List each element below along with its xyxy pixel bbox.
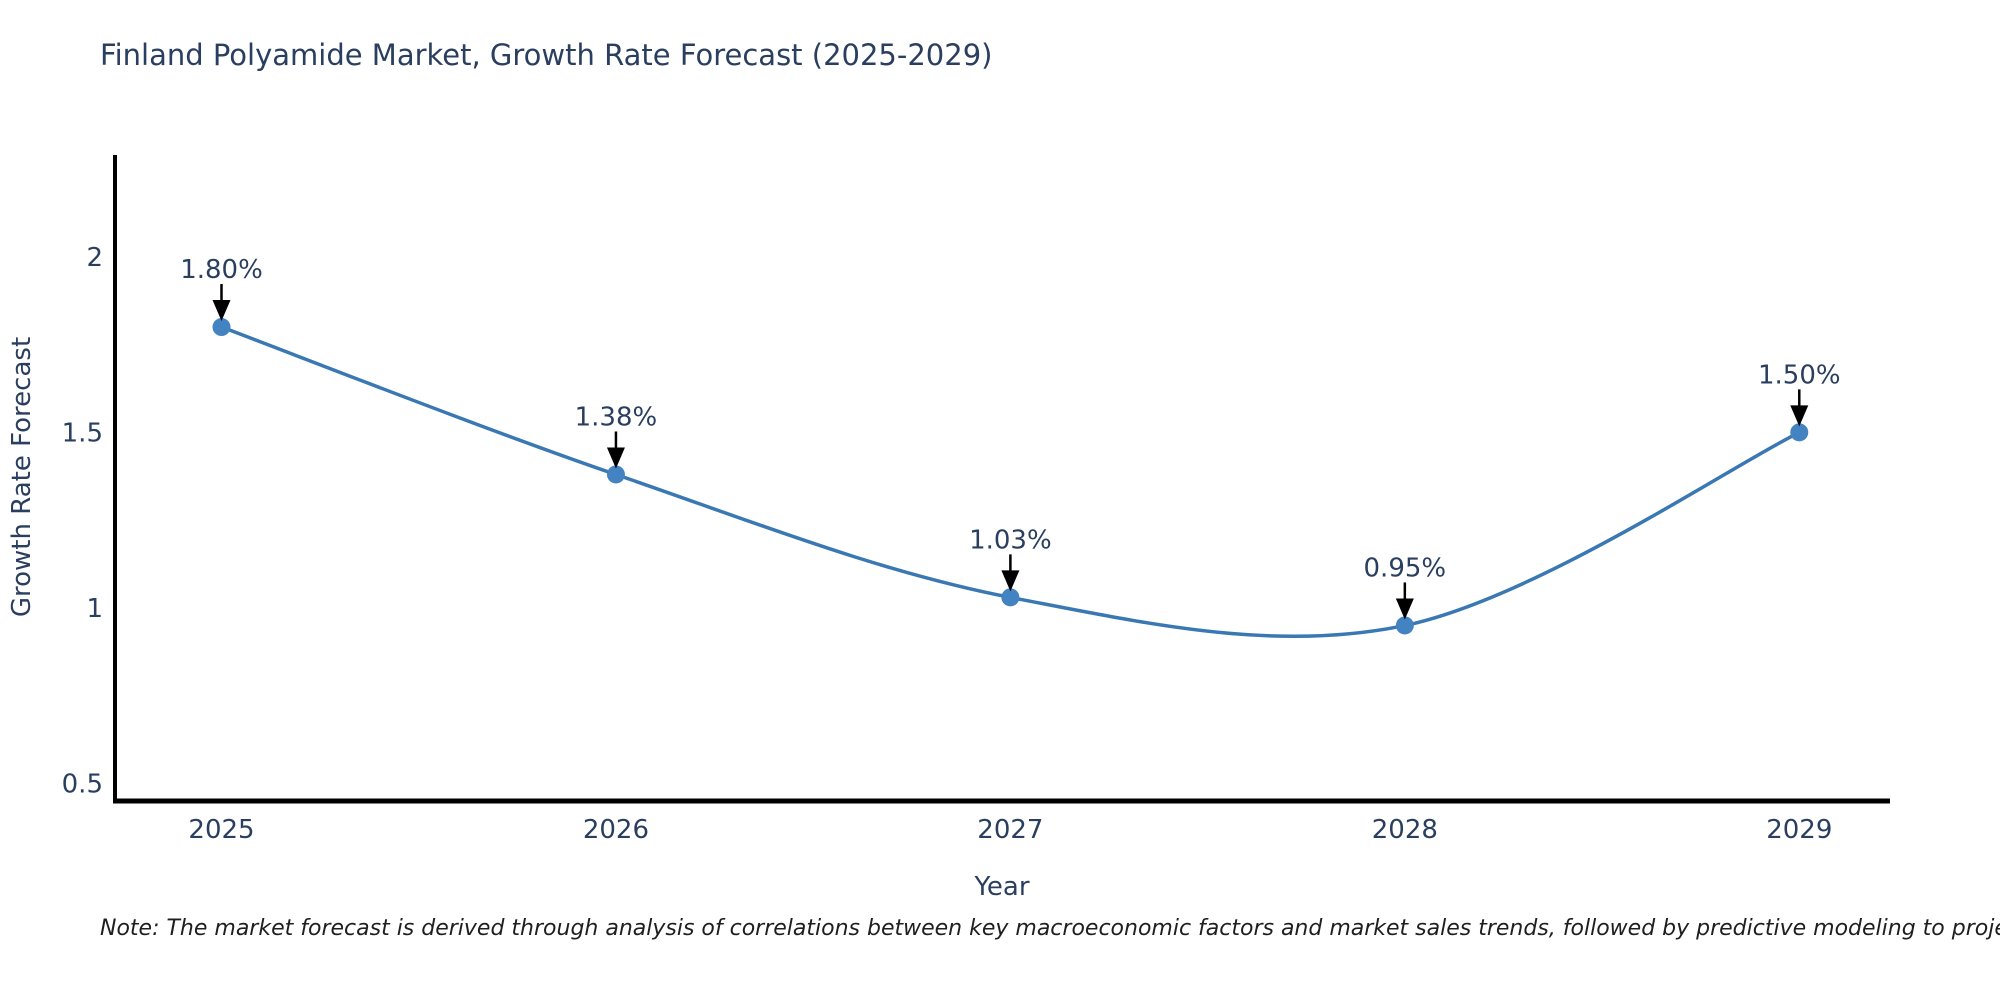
- annotation-arrowhead: [606, 447, 625, 469]
- data-point: [1790, 423, 1809, 442]
- annotation-label: 0.95%: [1364, 553, 1447, 583]
- chart-title: Finland Polyamide Market, Growth Rate Fo…: [100, 38, 993, 72]
- x-tick-label: 2029: [1766, 815, 1832, 845]
- annotation-label: 1.80%: [180, 255, 263, 285]
- y-tick-label: 0.5: [62, 769, 103, 799]
- data-point: [212, 318, 231, 337]
- y-tick-label: 1: [86, 594, 103, 624]
- x-tick-label: 2025: [188, 815, 254, 845]
- data-point: [1001, 588, 1020, 607]
- annotations: 1.80% 1.38% 1.03% 0.95% 1.50%: [180, 255, 1841, 620]
- annotation-arrowhead: [212, 300, 231, 322]
- x-tick-label: 2028: [1372, 815, 1438, 845]
- x-tick-label: 2027: [977, 815, 1043, 845]
- annotation-label: 1.38%: [575, 402, 658, 432]
- data-point: [1395, 616, 1414, 635]
- axes: [113, 155, 1890, 804]
- annotation-label: 1.03%: [969, 525, 1052, 555]
- annotation-arrowhead: [1001, 570, 1020, 592]
- footnote: Note: The market forecast is derived thr…: [100, 916, 2000, 941]
- x-axis-title: Year: [973, 872, 1029, 902]
- tick-labels: 0.5 1 1.5 2 2025 2026 2027 2028 2029: [62, 243, 1833, 845]
- data-point: [606, 465, 625, 484]
- annotation-label: 1.50%: [1758, 360, 1841, 390]
- annotation-arrowhead: [1395, 598, 1414, 620]
- y-tick-label: 1.5: [62, 418, 103, 448]
- data-points: [212, 318, 1809, 635]
- y-tick-label: 2: [86, 243, 103, 273]
- annotation-arrowhead: [1790, 405, 1809, 427]
- x-tick-label: 2026: [583, 815, 649, 845]
- y-axis-title: Growth Rate Forecast: [7, 337, 37, 617]
